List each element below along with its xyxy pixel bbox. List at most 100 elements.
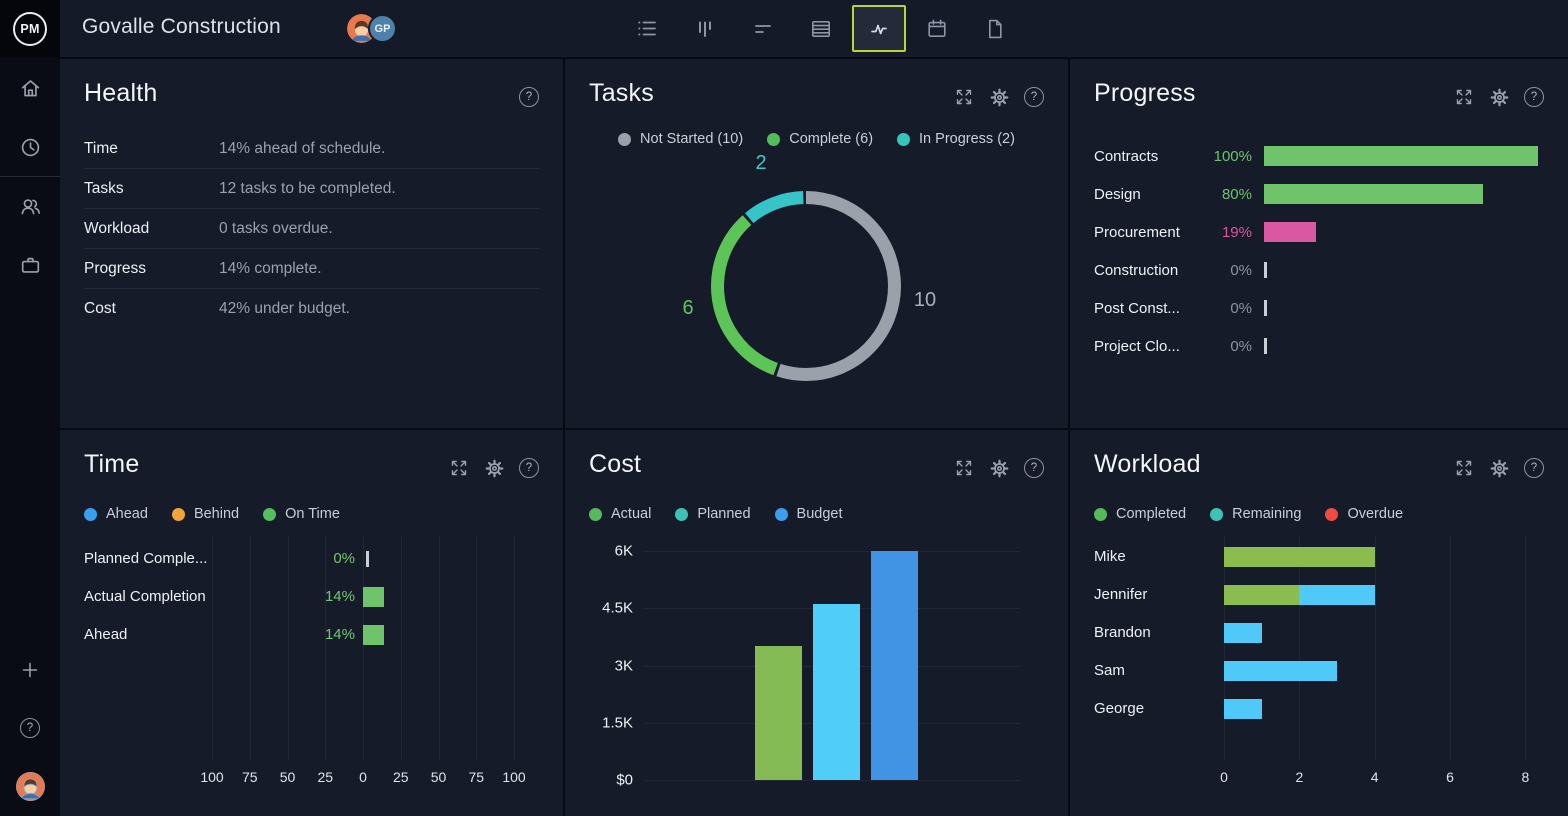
tasks-settings-button[interactable] — [989, 87, 1009, 107]
tasks-donut-chart — [711, 191, 901, 381]
tasks-expand-button[interactable] — [954, 87, 974, 107]
sidebar-item-team[interactable] — [0, 186, 60, 226]
board-icon — [699, 21, 711, 37]
legend-dot-icon — [767, 132, 781, 146]
legend-item: Budget — [774, 506, 843, 522]
legend-label: Actual — [611, 506, 652, 522]
sheet-icon — [811, 20, 831, 37]
donut-value-not-started: 10 — [913, 289, 937, 311]
axis-tick-label: 4.5K — [602, 599, 633, 617]
workload-expand-button[interactable] — [1454, 458, 1474, 478]
cost-help-button[interactable]: ? — [1024, 458, 1044, 478]
document-icon — [989, 19, 1002, 38]
axis-tick-label: 100 — [200, 769, 224, 785]
tool-board-view[interactable] — [676, 0, 734, 57]
zero-tick — [1264, 262, 1267, 278]
pm-logo-icon: PM — [13, 11, 47, 46]
progress-row: Contracts 100% — [1094, 137, 1544, 175]
legend-dot-icon — [774, 507, 788, 521]
progress-expand-button[interactable] — [1454, 87, 1474, 107]
project-members: GP — [347, 14, 397, 43]
sidebar-user-avatar[interactable] — [0, 766, 60, 806]
panel-time: Time — [60, 430, 563, 816]
health-row-label: Tasks — [84, 179, 124, 197]
time-expand-button[interactable] — [449, 458, 469, 478]
workload-row-name: Sam — [1094, 662, 1125, 679]
health-rows: Time 14% ahead of schedule. Tasks 12 tasks … — [84, 129, 539, 329]
tool-sheet-view[interactable] — [792, 0, 850, 57]
gridline — [645, 780, 1020, 781]
cost-settings-button[interactable] — [989, 458, 1009, 478]
progress-bar-track — [1264, 260, 1544, 280]
time-row-percent: 14% — [324, 588, 355, 605]
progress-row-label: Project Clo... — [1094, 337, 1180, 355]
progress-row: Procurement 19% — [1094, 213, 1544, 251]
legend-item: Not Started (10) — [618, 131, 743, 147]
time-chart: Planned Comple... 0% Actual Completion 14% A… — [84, 535, 539, 760]
sidebar-add-button[interactable] — [0, 650, 60, 690]
gridline — [514, 535, 515, 760]
axis-tick-label: 100 — [502, 769, 526, 785]
tool-gantt-view[interactable] — [734, 0, 792, 57]
time-help-button[interactable]: ? — [519, 458, 539, 478]
gridline — [1224, 535, 1225, 760]
axis-tick-label: 0 — [1220, 769, 1228, 785]
time-panel-title: Time — [84, 450, 140, 478]
progress-row-percent: 80% — [1221, 185, 1252, 203]
member-avatar-initials[interactable]: GP — [368, 14, 397, 43]
legend-label: Overdue — [1347, 506, 1404, 522]
health-row-value: 42% under budget. — [219, 300, 350, 317]
list-icon — [638, 21, 656, 35]
legend-dot-icon — [171, 507, 185, 521]
sidebar-item-recent[interactable] — [0, 127, 60, 167]
tasks-help-button[interactable]: ? — [1024, 87, 1044, 107]
workload-settings-button[interactable] — [1489, 458, 1509, 478]
cost-expand-button[interactable] — [954, 458, 974, 478]
legend-dot-icon — [84, 507, 97, 521]
workload-help-button[interactable]: ? — [1524, 458, 1544, 478]
tool-list-view[interactable] — [618, 0, 676, 57]
donut-value-in-progress: 2 — [755, 152, 767, 174]
gridline — [363, 535, 364, 760]
time-settings-button[interactable] — [484, 458, 504, 478]
health-row: Time 14% ahead of schedule. — [84, 129, 539, 169]
progress-settings-button[interactable] — [1489, 87, 1509, 107]
axis-tick-label: 75 — [468, 769, 485, 785]
time-bar — [363, 625, 385, 645]
workload-legend: Completed Remaining Overdue — [1094, 506, 1403, 522]
clock-icon — [21, 138, 39, 156]
legend-item: Complete (6) — [767, 131, 873, 147]
axis-tick-label: 3K — [614, 657, 633, 674]
tasks-legend: Not Started (10) Complete (6) In Progress … — [589, 131, 1044, 147]
time-bar — [363, 587, 385, 607]
app-logo-button[interactable]: PM — [0, 0, 60, 57]
tool-dashboard-view[interactable] — [852, 5, 906, 52]
gear-icon — [1490, 459, 1508, 477]
legend-dot-icon — [618, 132, 632, 146]
sidebar-item-home[interactable] — [0, 68, 60, 108]
progress-row-percent: 0% — [1230, 299, 1252, 317]
gridline — [1525, 535, 1527, 760]
plus-icon — [22, 662, 38, 678]
top-bar: PM Govalle Construction GP — [0, 0, 1568, 59]
time-row: Actual Completion 14% — [84, 587, 539, 607]
progress-help-button[interactable]: ? — [1524, 87, 1544, 107]
cost-bar-actual — [755, 646, 802, 780]
health-row-label: Time — [84, 139, 118, 157]
tool-calendar-view[interactable] — [908, 0, 966, 57]
health-row: Cost 42% under budget. — [84, 289, 539, 329]
legend-item: Remaining — [1210, 506, 1301, 522]
progress-bar-track — [1264, 298, 1544, 318]
legend-label: Not Started (10) — [640, 131, 744, 147]
sidebar-help-button[interactable]: ? — [0, 708, 60, 748]
panel-health: Health ? Time 14% ahead of schedule. Tasks… — [60, 59, 563, 428]
health-help-button[interactable]: ? — [519, 87, 539, 107]
axis-tick-label: 75 — [241, 769, 258, 785]
health-row-label: Cost — [84, 300, 116, 317]
legend-dot-icon — [897, 132, 911, 146]
tool-docs-view[interactable] — [966, 0, 1024, 57]
health-row-value: 0 tasks overdue. — [219, 219, 333, 237]
sidebar-item-portfolio[interactable] — [0, 245, 60, 285]
workload-row-name: Brandon — [1094, 624, 1151, 641]
time-row-label: Ahead — [84, 626, 128, 643]
